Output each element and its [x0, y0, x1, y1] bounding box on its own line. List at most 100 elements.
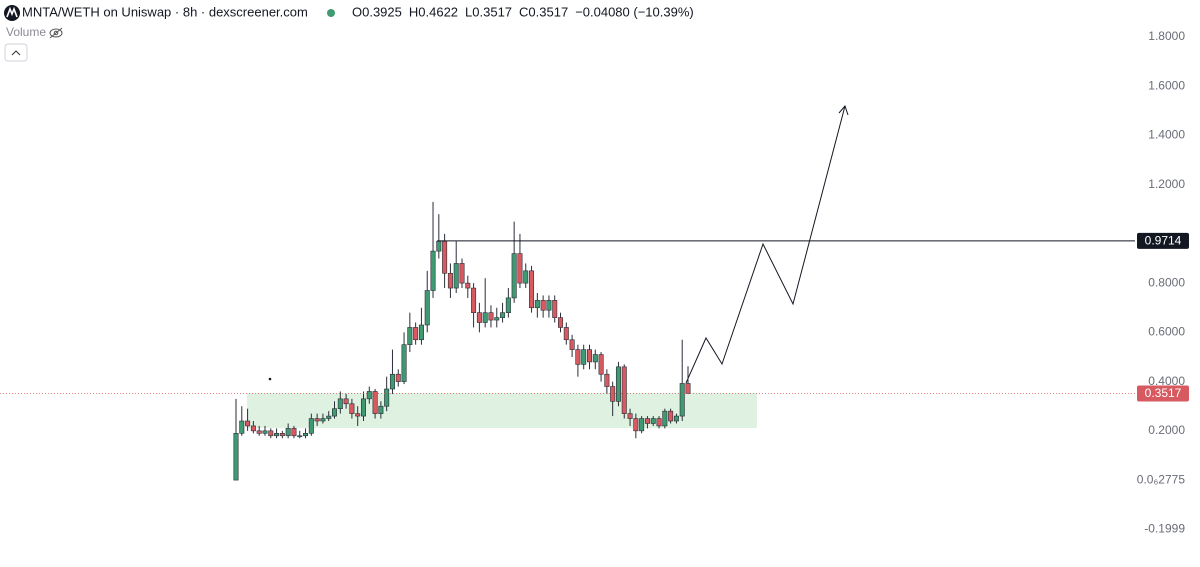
price-label-box — [1137, 232, 1189, 249]
candle-body — [447, 272, 453, 289]
candle-body — [673, 415, 679, 422]
candle-body — [256, 430, 262, 434]
candle-body — [482, 312, 488, 323]
candle-body — [424, 290, 430, 326]
candle-body — [621, 366, 627, 414]
candle-body — [581, 349, 587, 365]
candle-body — [343, 398, 349, 405]
ohlc-value: H0.4622 — [409, 4, 458, 19]
arrow-head — [838, 105, 849, 116]
y-tick-label: 1.4000 — [1148, 128, 1185, 142]
candle-body — [233, 433, 239, 481]
candle-body — [459, 263, 465, 284]
chevron — [11, 50, 21, 56]
candle-body — [662, 410, 668, 427]
candle-body — [563, 327, 569, 341]
candle-body — [586, 349, 592, 363]
candle-body — [656, 418, 662, 427]
candle-body — [494, 317, 500, 321]
candle-body — [366, 391, 372, 400]
candle-body — [546, 300, 552, 311]
candle-body — [668, 410, 674, 422]
candle-body — [500, 312, 506, 318]
zone-rect — [247, 393, 757, 428]
candle-body — [389, 373, 395, 390]
volume-label: Volume — [6, 25, 46, 39]
candle-body — [268, 430, 274, 437]
dot — [268, 377, 272, 381]
price-label: 0.3517 — [1145, 386, 1182, 400]
candle-body — [326, 415, 332, 419]
candle-body — [685, 383, 691, 394]
collapse-button[interactable] — [4, 43, 28, 62]
price-label: 0.9714 — [1145, 234, 1182, 248]
candle-body — [355, 413, 361, 417]
candle-body — [505, 297, 511, 313]
candle-body — [291, 428, 297, 437]
candle-body — [471, 287, 477, 313]
projection-arrow — [685, 105, 846, 384]
candle-body — [558, 317, 564, 328]
candle-body — [395, 373, 401, 382]
y-tick-label: 0.8000 — [1148, 275, 1185, 289]
candle-body — [534, 300, 540, 309]
candle-body — [303, 433, 309, 437]
candle-body — [297, 435, 303, 438]
y-tick-label: 1.2000 — [1148, 177, 1185, 191]
candle-body — [413, 327, 419, 341]
candle-body — [407, 327, 413, 345]
candle-body — [279, 433, 285, 437]
candle-body — [604, 373, 610, 387]
candle-body — [378, 405, 384, 414]
candle-body — [332, 408, 338, 417]
status-dot — [327, 9, 335, 17]
candle-body — [418, 324, 424, 341]
change-value: −0.04080 (−10.39%) — [575, 4, 694, 19]
candle-body — [552, 300, 558, 318]
candle-body — [523, 270, 529, 284]
candle-body — [320, 418, 326, 422]
candle-body — [372, 391, 378, 414]
ohlc-value: L0.3517 — [465, 4, 512, 19]
candle-body — [384, 388, 390, 407]
candle-body — [598, 354, 604, 375]
chart-title: MNTA/WETH on Uniswap · 8h · dexscreener.… — [22, 4, 308, 19]
candle-body — [627, 413, 633, 419]
y-tick-label: 0.6000 — [1148, 325, 1185, 339]
candle-body — [360, 398, 366, 417]
y-tick-label: 0.2000 — [1148, 423, 1185, 437]
candle-body — [615, 366, 621, 402]
eye-icon[interactable] — [49, 27, 63, 39]
candle-body — [262, 430, 268, 434]
candle-body — [529, 270, 535, 309]
candle-body — [650, 418, 656, 424]
candle-body — [679, 383, 685, 417]
candle-body — [517, 253, 523, 284]
price-label-box — [1137, 385, 1189, 402]
candle-body — [245, 420, 251, 427]
y-tick-label: 0.0₆2775 — [1137, 472, 1186, 486]
candle-body — [644, 418, 650, 424]
candle-body — [349, 403, 355, 414]
candle-body — [308, 418, 314, 434]
candle-body — [430, 250, 436, 291]
logo-mark — [6, 6, 18, 18]
candle-body — [639, 418, 645, 432]
candle-body — [575, 349, 581, 365]
candle-body — [314, 418, 320, 422]
y-tick-label: 0.4000 — [1148, 374, 1185, 388]
candle-body — [285, 428, 291, 437]
candle-body — [476, 312, 482, 323]
candle-body — [633, 418, 639, 432]
candle-body — [569, 339, 575, 350]
candle-body — [442, 240, 448, 274]
candle-body — [239, 420, 245, 434]
candle-body — [274, 433, 280, 437]
candle-body — [401, 344, 407, 382]
candle-body — [453, 263, 459, 289]
candle-body — [610, 386, 616, 402]
candle-body — [540, 300, 546, 311]
candle-body — [592, 354, 598, 363]
ohlc-value: O0.3925 — [352, 4, 402, 19]
